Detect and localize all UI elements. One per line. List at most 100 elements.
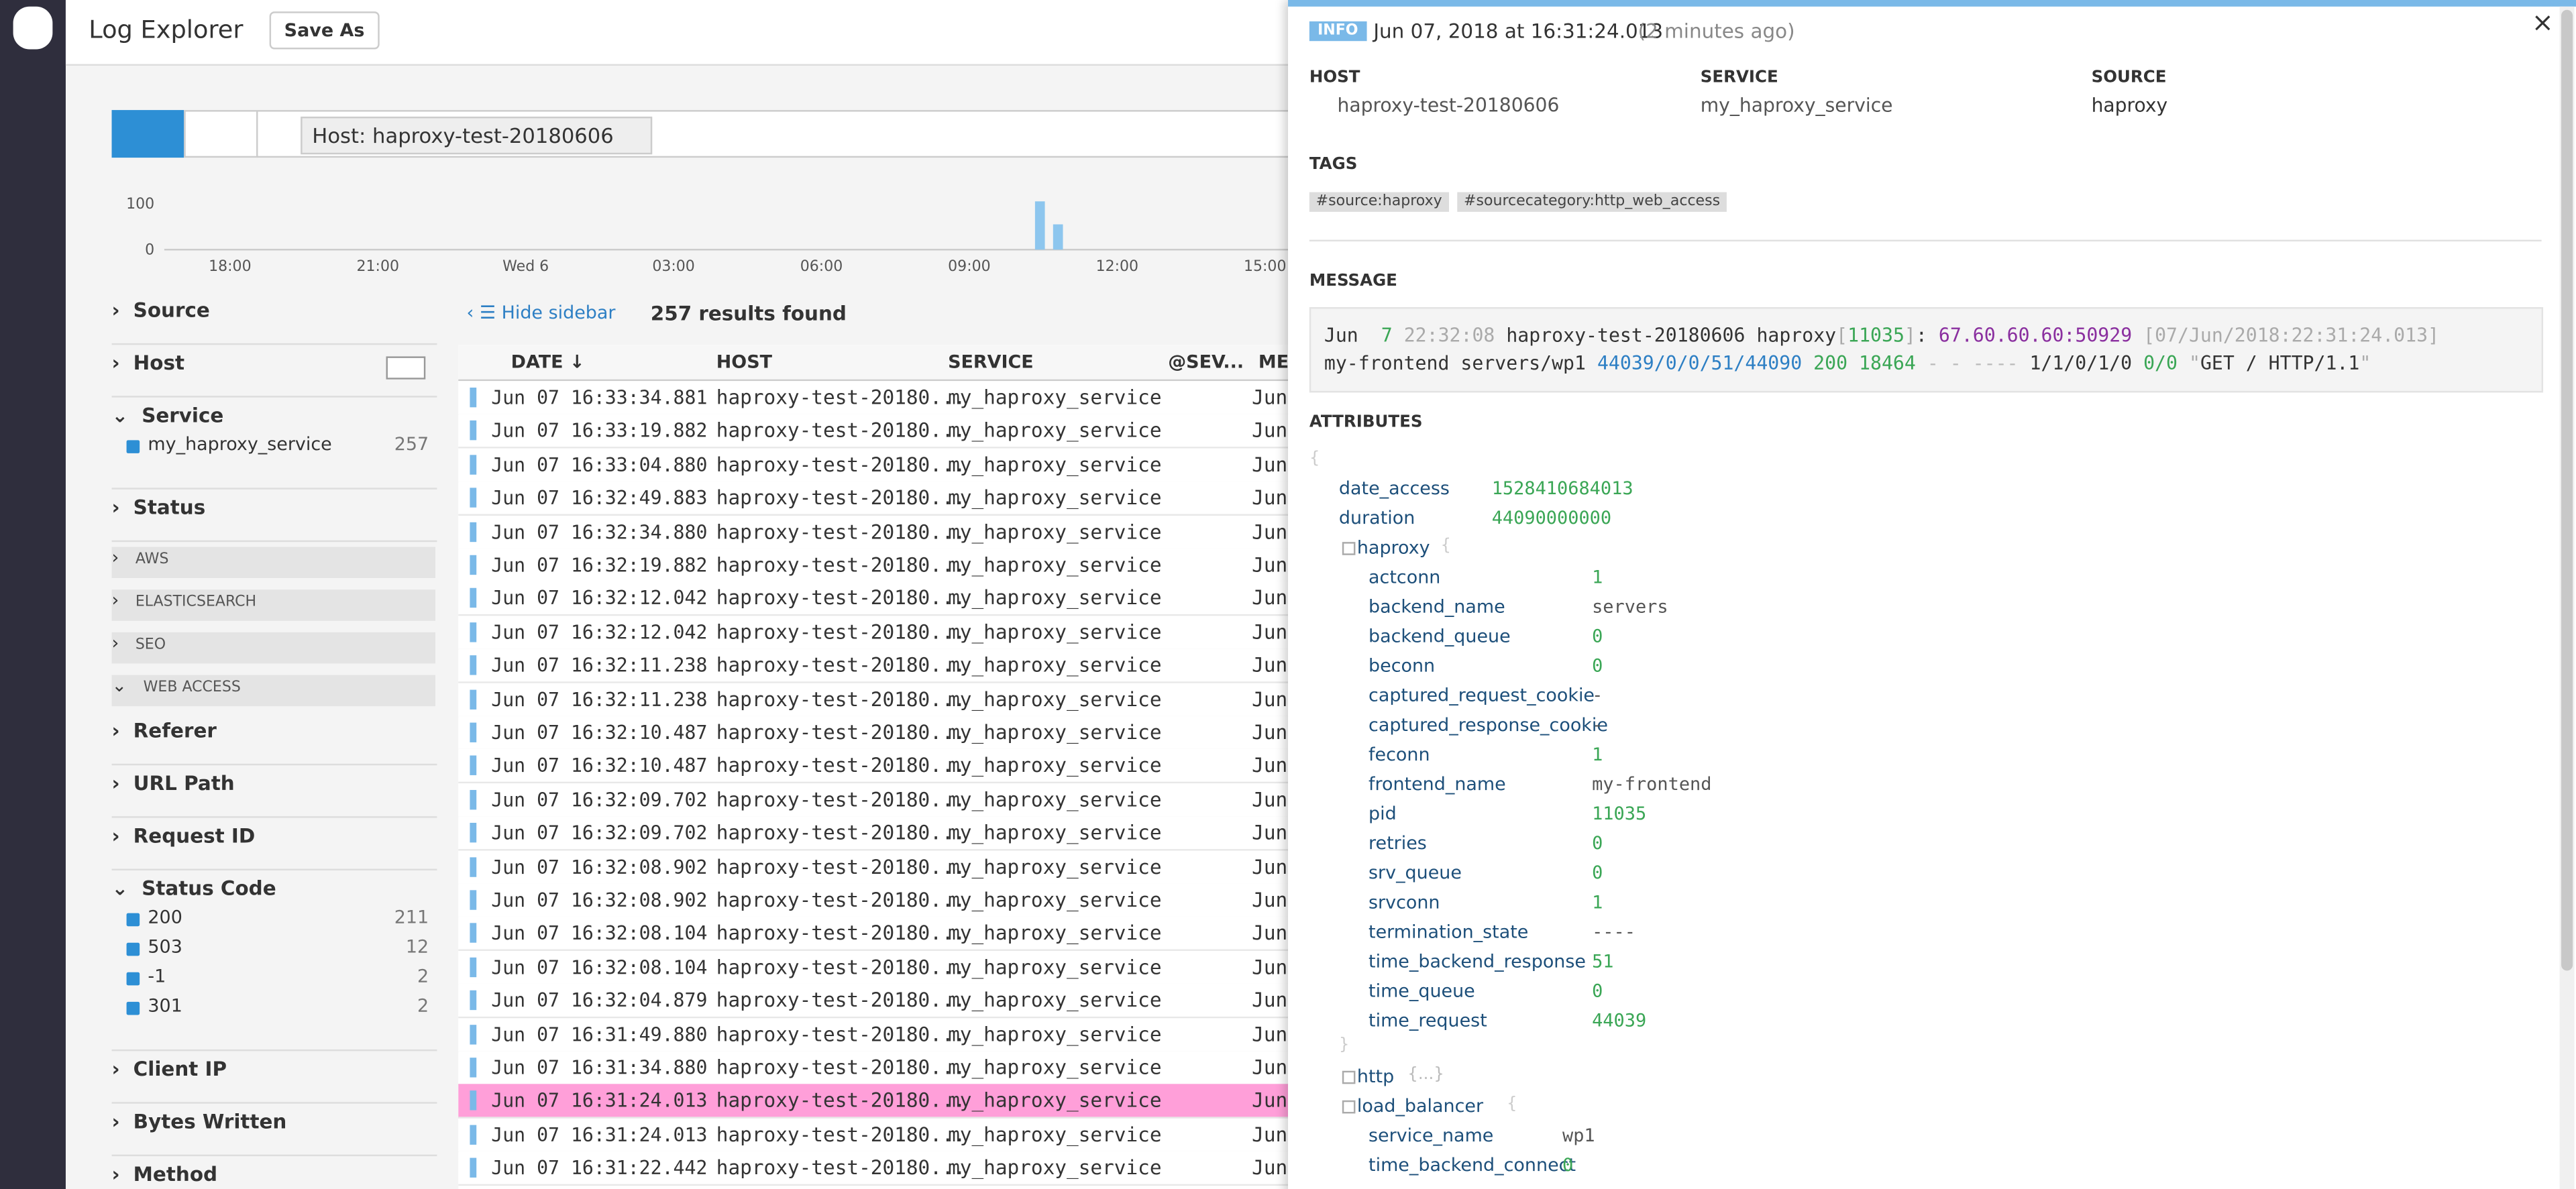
x-tick-label: 09:00 [948,258,991,275]
status-marker [470,1125,477,1145]
facet-item-label[interactable]: -1 [148,966,166,987]
status-marker [470,923,477,944]
tag[interactable]: #sourcecategory:http_web_access [1457,192,1727,212]
facet-item-label[interactable]: 200 [148,906,182,928]
attribute-group[interactable]: http [1356,1066,1395,1088]
cell: my_haproxy_service [948,1123,1162,1146]
facet-checkbox[interactable] [126,942,140,956]
cell: my_haproxy_service [948,1089,1162,1113]
histogram-bar [1053,224,1063,250]
cell: Jun [1252,486,1288,510]
search-bar[interactable]: Host: haproxy-test-20180606 [256,110,1291,158]
cell: my_haproxy_service [948,520,1162,543]
facet-header[interactable]: › Client IP [111,1058,227,1081]
facet-group-label: AWS [135,551,169,569]
facet-divider [111,1049,437,1052]
hide-sidebar[interactable]: ‹ ☰ Hide sidebar [466,302,616,324]
save-as-button[interactable]: Save As [269,11,380,50]
logo[interactable] [13,6,53,50]
facet-group-label: WEB ACCESS [143,679,241,697]
column-header[interactable]: HOST [716,351,772,373]
brace: { [1309,450,1320,468]
attribute-value: 1528410684013 [1491,477,1633,500]
message-token: " [2188,351,2200,375]
table-row[interactable] [458,1151,1290,1186]
facet-group[interactable]: ⌄ WEB ACCESS [111,675,435,707]
column-header[interactable]: @SEV... [1168,351,1244,373]
attribute-key: actconn [1368,566,1441,588]
facet-header[interactable]: › URL Path [111,772,235,795]
table-row[interactable] [458,581,1290,617]
close-button[interactable]: × [2531,6,2554,38]
attribute-key: time_backend_response [1368,950,1587,972]
table-row[interactable] [458,850,1290,885]
table-row[interactable] [458,716,1290,751]
cell: Jun 07 16:32:04.879 [491,988,708,1013]
facet-item-label[interactable]: 301 [148,995,182,1017]
facet-header[interactable]: › Method [111,1162,218,1186]
x-tick-label: 06:00 [800,258,843,275]
facet-checkbox[interactable] [126,440,140,453]
field-label: SOURCE [2091,68,2167,87]
facet-item-label[interactable]: my_haproxy_service [148,433,332,455]
attribute-group[interactable]: haproxy [1356,536,1430,559]
facet-item-label[interactable]: 503 [148,936,182,958]
cell: haproxy-test-20180... [716,1022,966,1046]
facet-header[interactable]: › Request ID [111,824,256,848]
cell: haproxy-test-20180... [716,687,966,711]
facet-checkbox[interactable] [126,913,140,927]
status-marker [470,890,477,910]
facet-header[interactable]: › Host [111,351,185,375]
message-token: 44039/0/0/51/44090 [1597,351,1803,375]
table-row[interactable] [458,950,1290,985]
attribute-key: duration [1338,507,1415,529]
brace: { [1440,536,1452,555]
column-header[interactable]: SERVICE [948,351,1034,373]
facet-divider [111,1154,437,1157]
column-header[interactable]: DATE ↓ [511,351,585,373]
facet-header[interactable]: › Source [111,298,210,323]
facet-group[interactable]: › AWS [111,547,435,579]
cell: Jun [1252,1022,1288,1046]
cell: haproxy-test-20180... [716,553,966,577]
status-marker [470,722,477,742]
facet-group-label: ELASTICSEARCH [135,594,257,612]
facet-header[interactable]: › Status [111,496,206,519]
cell: haproxy-test-20180... [716,486,966,510]
attribute-value: servers [1592,596,1668,618]
facet-item-count: 2 [417,966,429,987]
facet-header[interactable]: › Referer [111,719,217,742]
cell: Jun [1252,888,1288,912]
facet-checkbox[interactable] [126,1001,140,1015]
chart-view-button[interactable] [184,110,258,158]
facet-header[interactable]: ⌄ Status Code [111,876,276,901]
facet-group[interactable]: › SEO [111,632,435,664]
facet-checkbox[interactable] [126,972,140,986]
status-marker [470,856,477,876]
cell: Jun [1252,988,1288,1013]
facet-header[interactable]: ⌄ Service [111,404,224,427]
attribute-group[interactable]: load_balancer [1356,1095,1484,1117]
field-value: haproxy [2091,93,2168,117]
attribute-value: 44090000000 [1491,507,1612,529]
tree-toggle[interactable] [1342,1100,1356,1114]
facet-header[interactable]: › Bytes Written [111,1110,287,1133]
table-row[interactable] [458,883,1290,918]
search-pill[interactable]: Host: haproxy-test-20180606 [301,116,652,155]
table-row[interactable] [458,1084,1290,1119]
cell: Jun 07 16:32:08.902 [491,888,708,912]
status-marker [470,622,477,642]
attribute-key: pid [1368,803,1397,825]
facet-filter[interactable] [386,356,426,380]
facet-group[interactable]: › ELASTICSEARCH [111,589,435,621]
tag[interactable]: #source:haproxy [1309,192,1449,212]
tree-toggle[interactable] [1342,542,1356,555]
cell: my_haproxy_service [948,1022,1162,1046]
attribute-key: backend_name [1368,596,1505,618]
page-title: Log Explorer [89,15,244,45]
hide-sidebar-label[interactable]: Hide sidebar [501,302,616,324]
message-token: servers/wp1 [1460,351,1586,375]
attribute-key: time_backend_connect [1368,1154,1576,1176]
list-view-button[interactable] [111,110,184,158]
tree-toggle[interactable] [1342,1070,1356,1084]
